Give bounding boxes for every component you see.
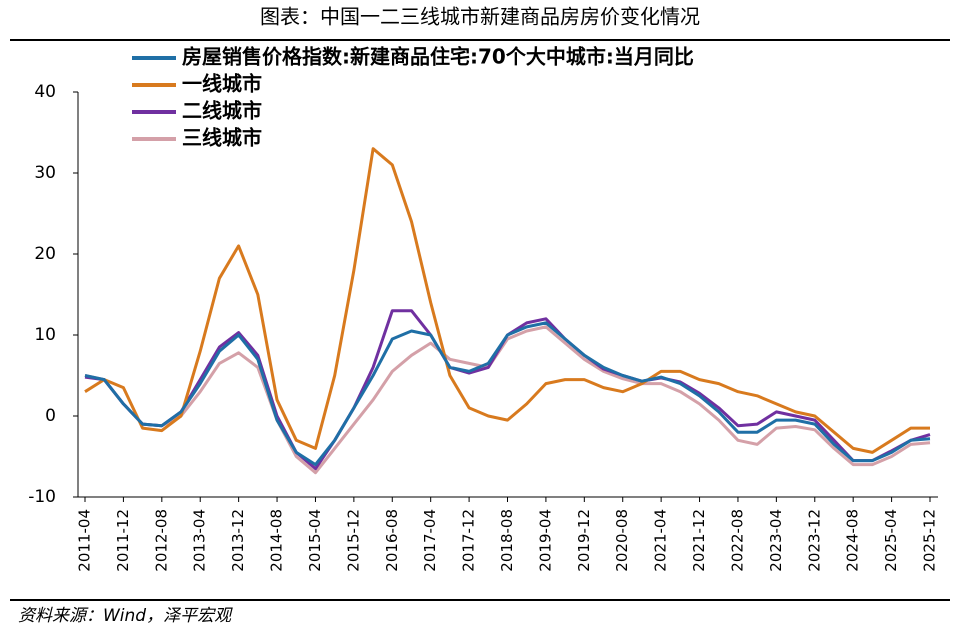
x-tick-label: 2014-08 xyxy=(268,509,286,572)
x-tick-label: 2023-04 xyxy=(767,509,785,572)
legend-label: 三线城市 xyxy=(182,126,262,150)
series-line xyxy=(84,321,931,467)
y-tick-label: -10 xyxy=(28,487,56,507)
x-tick-label: 2019-04 xyxy=(536,509,554,572)
x-tick-label: 2015-12 xyxy=(344,509,362,572)
x-tick-label: 2021-12 xyxy=(690,509,708,572)
x-tick-label: 2025-04 xyxy=(882,509,900,572)
x-tick-label: 2013-04 xyxy=(191,509,209,572)
legend-label: 房屋销售价格指数:新建商品住宅:70个大中城市:当月同比 xyxy=(182,45,694,69)
x-tick-label: 2017-12 xyxy=(460,509,478,572)
chart-title: 图表：中国一二三线城市新建商品房房价变化情况 xyxy=(260,5,700,29)
x-tick-label: 2022-08 xyxy=(728,509,746,572)
y-tick-label: 20 xyxy=(34,244,56,264)
y-tick-label: 0 xyxy=(45,406,56,426)
x-tick-label: 2012-08 xyxy=(152,509,170,572)
x-tick-label: 2020-08 xyxy=(613,509,631,572)
x-tick-label: 2011-04 xyxy=(76,509,94,572)
x-tick-label: 2021-04 xyxy=(652,509,670,572)
y-tick-label: 30 xyxy=(34,163,56,183)
x-tick-label: 2018-08 xyxy=(498,509,516,572)
x-tick-label: 2016-08 xyxy=(383,509,401,572)
source-note: 资料来源：Wind，泽平宏观 xyxy=(18,606,233,626)
x-tick-label: 2013-12 xyxy=(229,509,247,572)
x-tick-label: 2025-12 xyxy=(921,509,939,572)
series-line xyxy=(84,147,930,454)
x-tick-label: 2015-04 xyxy=(306,509,324,572)
y-tick-label: 40 xyxy=(34,82,56,102)
y-tick-label: 10 xyxy=(34,325,56,345)
series-line xyxy=(84,325,931,475)
x-tick-label: 2019-12 xyxy=(575,509,593,572)
x-tick-label: 2011-12 xyxy=(114,509,132,572)
legend-label: 一线城市 xyxy=(182,72,262,96)
x-tick-label: 2017-04 xyxy=(421,509,439,572)
x-tick-label: 2024-08 xyxy=(844,509,862,572)
x-tick-label: 2023-12 xyxy=(805,509,823,572)
legend-label: 二线城市 xyxy=(182,99,262,123)
